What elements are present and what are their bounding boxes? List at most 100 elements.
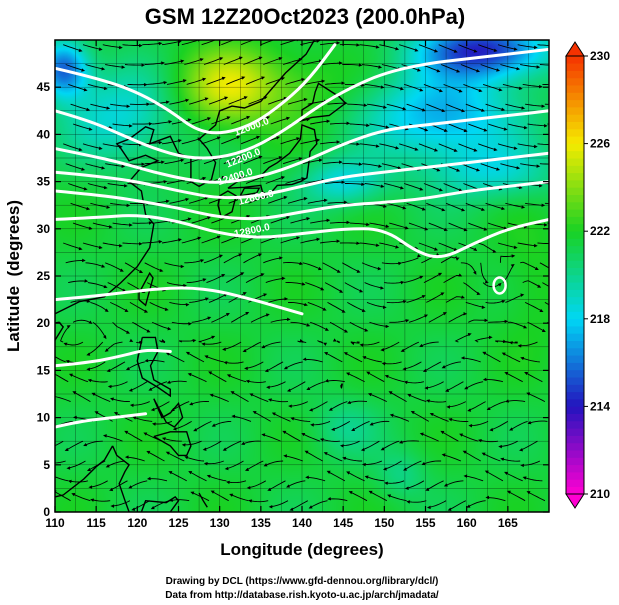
streamline (65, 163, 83, 170)
colorbar-tick-label: 226 (590, 137, 610, 151)
streamline-arrow (380, 184, 385, 188)
y-tick-label: 45 (37, 80, 51, 94)
streamline-arrow (410, 411, 415, 415)
streamline (327, 201, 345, 204)
streamline-arrow (286, 317, 291, 322)
streamline-arrow (103, 434, 107, 438)
x-tick-label: 155 (415, 516, 435, 530)
streamline-arrow (141, 63, 146, 67)
streamline (468, 319, 486, 323)
streamline-arrow (283, 96, 288, 101)
streamline-arrow (165, 451, 170, 455)
streamline (478, 44, 495, 51)
streamline (471, 420, 489, 427)
streamline-arrow (501, 107, 506, 112)
streamline (110, 381, 128, 387)
y-axis-ticks: 0 5 10 15 20 25 30 35 40 45 (37, 80, 549, 519)
streamline (55, 491, 71, 502)
colorbar-segment (566, 311, 584, 320)
coastline (198, 492, 208, 508)
streamline-arrow (193, 428, 198, 432)
streamline-arrow (241, 441, 246, 445)
streamline-arrow (207, 117, 212, 121)
streamline-arrow (158, 240, 163, 244)
streamline-arrow (101, 67, 106, 71)
streamline-arrow (441, 365, 446, 369)
streamline-arrow (271, 412, 276, 416)
streamline-arrow (389, 413, 394, 418)
colorbar-segment (566, 136, 584, 144)
streamline-arrow (261, 76, 266, 80)
streamline (223, 254, 240, 264)
streamline (349, 123, 368, 126)
streamline-arrow (332, 338, 337, 342)
streamline-arrow (405, 319, 410, 323)
streamline (283, 262, 301, 265)
streamline-arrow (242, 348, 247, 353)
streamline (90, 301, 107, 311)
streamline (92, 321, 106, 337)
streamline (306, 451, 323, 462)
streamline (403, 183, 421, 190)
streamline-arrow (317, 266, 322, 271)
streamline-arrow (473, 49, 478, 53)
streamline (181, 237, 199, 244)
streamline (327, 380, 345, 383)
streamline-arrow (375, 45, 380, 49)
streamline-arrow (245, 311, 250, 316)
streamline (286, 455, 303, 462)
streamline-arrow (400, 186, 404, 190)
streamline (478, 143, 495, 150)
streamline-arrow (150, 407, 155, 412)
streamline-arrow (395, 46, 400, 51)
streamline-arrow (358, 63, 363, 67)
streamline (392, 414, 410, 422)
streamline-arrow (346, 121, 351, 125)
streamline (386, 480, 405, 484)
streamline (201, 40, 217, 46)
streamline (385, 460, 402, 470)
streamline (270, 319, 288, 323)
streamline-arrow (523, 125, 528, 130)
colorbar-segment (566, 194, 584, 203)
streamline-arrow (424, 386, 429, 390)
streamline-arrow (513, 47, 518, 51)
streamline (413, 412, 430, 422)
streamline (448, 123, 466, 131)
streamline (270, 217, 288, 224)
streamline (487, 123, 505, 130)
streamline-arrow (473, 148, 478, 152)
streamline (300, 40, 318, 46)
streamline-arrow (377, 266, 382, 271)
streamline (168, 353, 185, 363)
streamline (127, 456, 145, 462)
streamline (386, 103, 404, 110)
streamline-arrow (458, 89, 463, 93)
streamline-arrow (402, 367, 407, 371)
streamline (406, 103, 424, 111)
streamline-arrow (366, 371, 371, 375)
colorbar-segment (566, 230, 584, 239)
colorbar-segment (566, 92, 584, 101)
streamline (438, 143, 456, 151)
streamline-arrow (556, 162, 560, 165)
streamline (348, 472, 365, 482)
streamline-arrow (366, 123, 370, 127)
streamline-arrow (81, 167, 86, 171)
streamline-arrow (83, 88, 88, 92)
streamline-arrow (161, 160, 165, 164)
streamline-arrow (484, 318, 489, 323)
streamline-arrow (516, 66, 521, 71)
streamline (124, 262, 141, 272)
colorbar-tick-label: 222 (590, 224, 610, 238)
streamline (382, 440, 400, 450)
streamline (342, 64, 360, 66)
streamline-arrow (501, 299, 506, 304)
streamline-arrow (441, 108, 446, 113)
streamline (310, 219, 328, 224)
streamline-arrow (424, 314, 429, 318)
streamline (329, 221, 348, 224)
y-tick-label: 20 (37, 316, 51, 330)
streamline (468, 123, 485, 131)
